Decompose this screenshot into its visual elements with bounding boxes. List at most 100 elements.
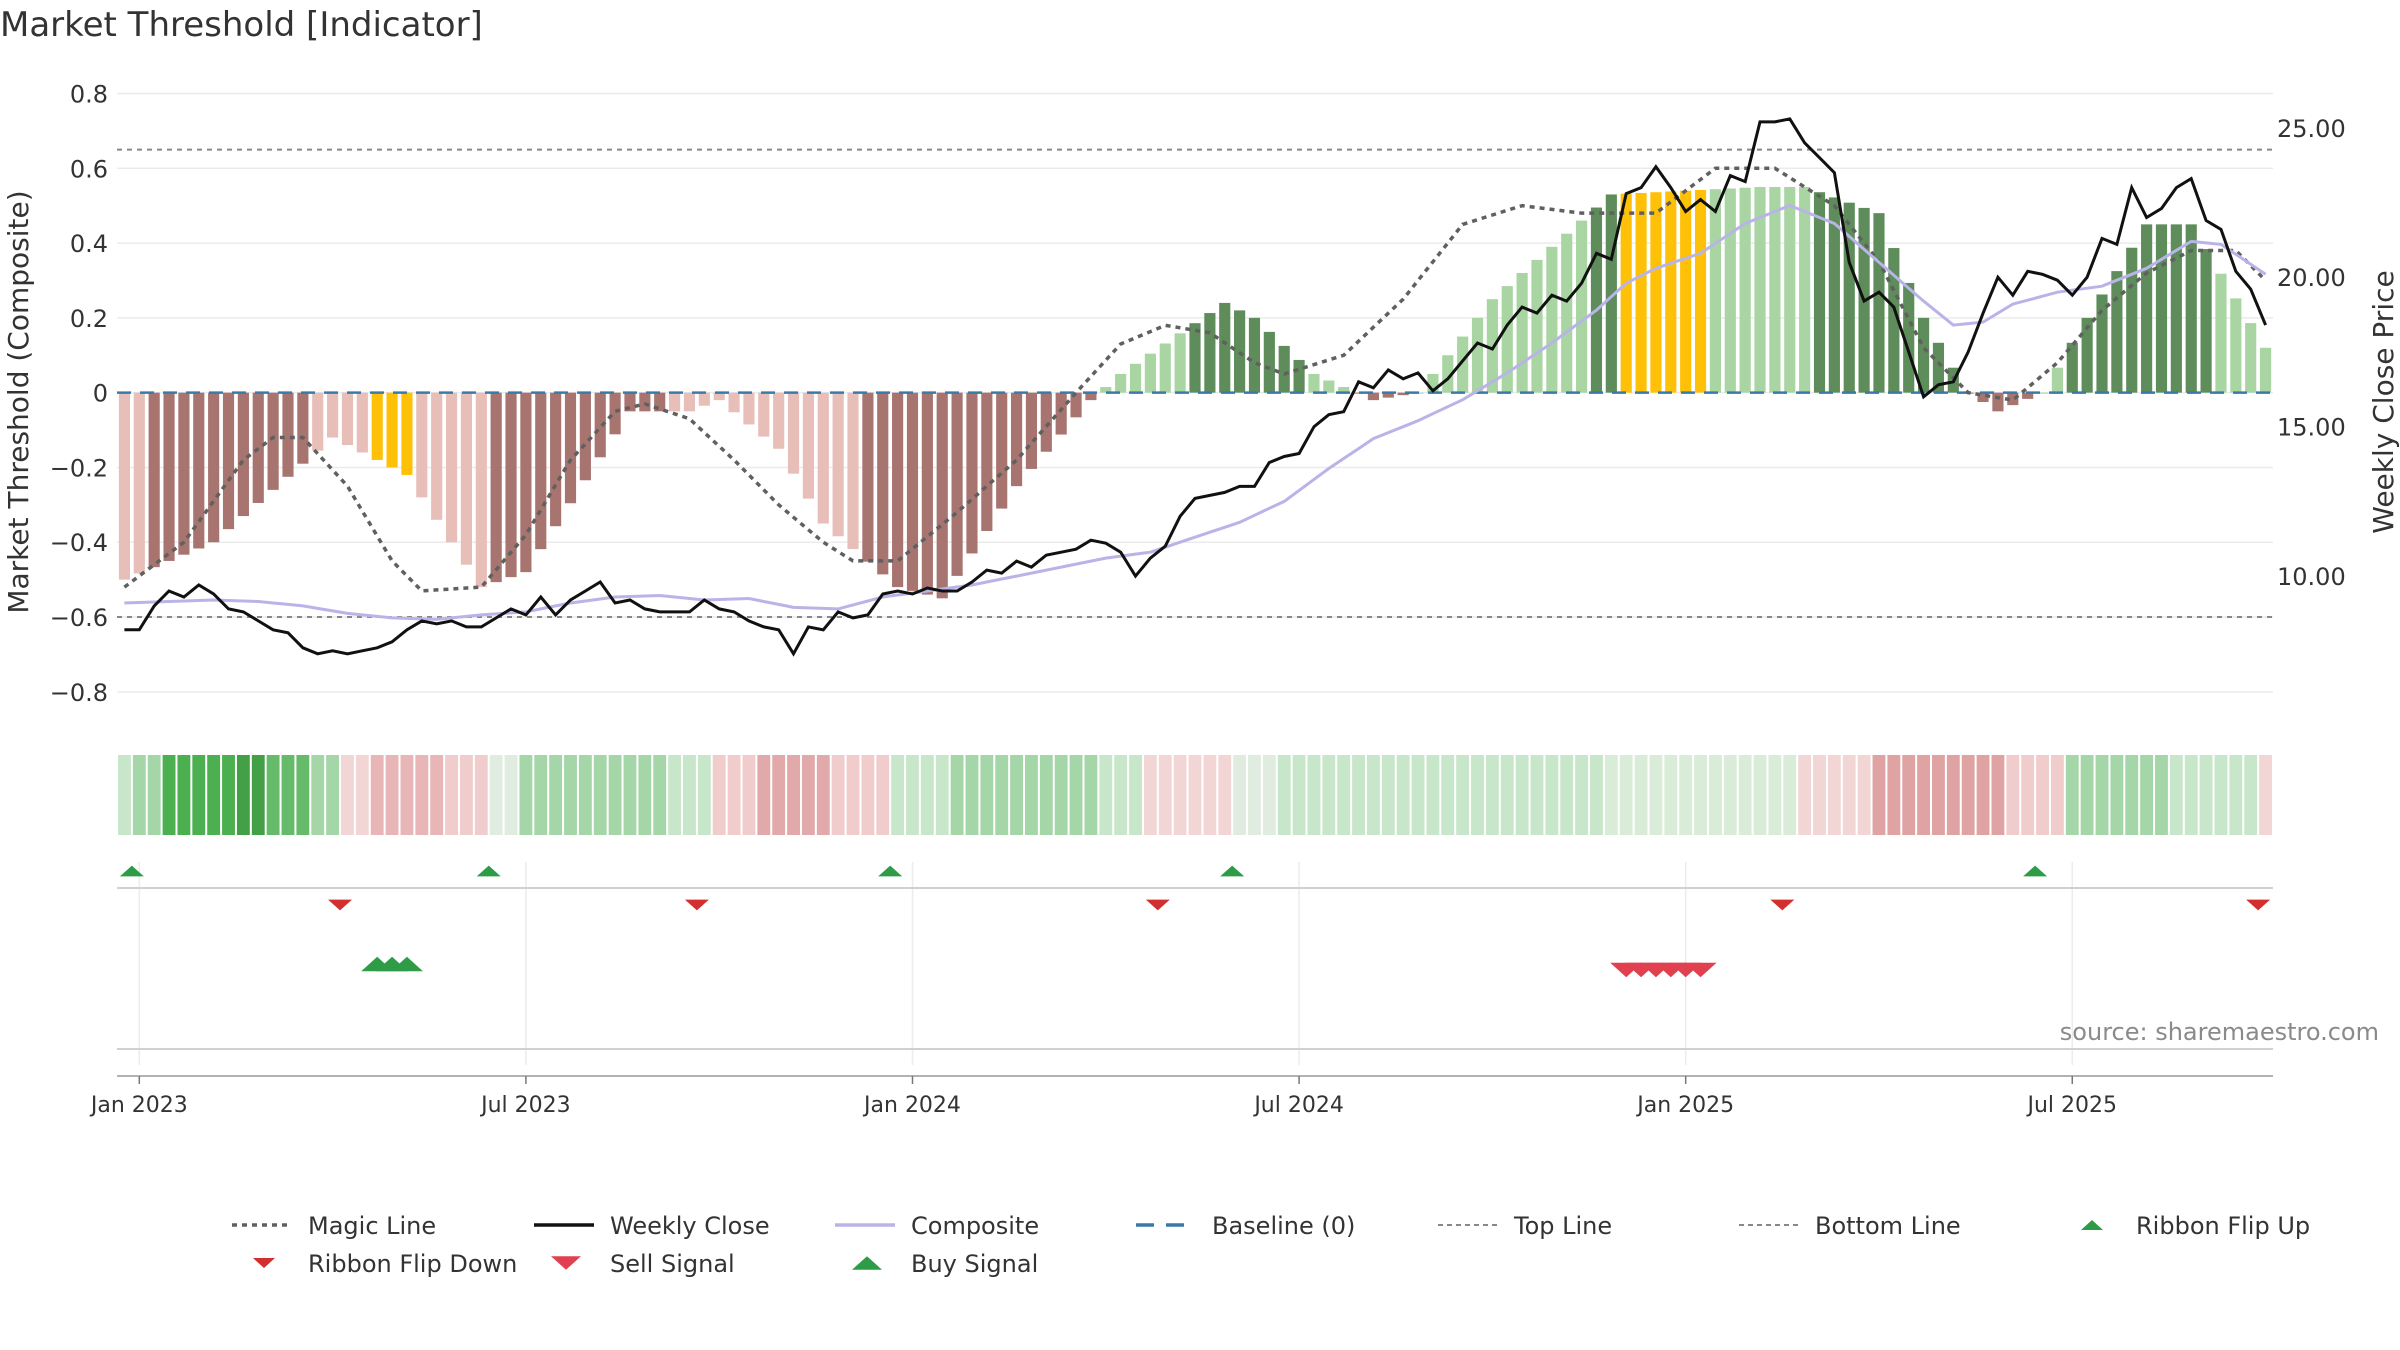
ribbon-cell	[341, 755, 354, 835]
legend-symbol	[2081, 1220, 2103, 1230]
ribbon-cell	[459, 755, 473, 835]
y-tick-left-label: −0.4	[50, 529, 108, 557]
composite-bar	[1025, 392, 1038, 469]
ribbon-cell	[355, 755, 369, 835]
composite-bar	[401, 392, 413, 475]
ribbon-cell	[1352, 755, 1365, 835]
ribbon-cell	[370, 755, 384, 835]
ribbon-cell	[697, 755, 711, 835]
composite-bar	[222, 392, 235, 530]
composite-bar	[1694, 189, 1707, 393]
y-tick-left-label: 0	[93, 380, 108, 408]
ribbon-cell	[1218, 755, 1232, 835]
composite-bar	[1828, 197, 1840, 393]
composite-bar	[1813, 192, 1826, 393]
ribbon-cell	[861, 755, 875, 835]
ribbon-cell	[1173, 755, 1187, 835]
x-tick-label: Jul 2025	[2026, 1093, 2118, 1118]
composite-bar	[743, 392, 755, 425]
composite-bar	[282, 392, 294, 477]
ribbon-cell	[2184, 755, 2198, 835]
ribbon-cell	[1634, 755, 1648, 835]
x-tick-label: Jan 2025	[1635, 1093, 1734, 1118]
composite-bar	[2007, 392, 2019, 406]
ribbon-cell	[1025, 755, 1038, 835]
ribbon-cell	[147, 755, 161, 835]
ribbon-cell	[1322, 755, 1336, 835]
axes: 0.8 0.6 0.4 0.2 0 −0.2 −0.4 −0.6 −0.8 25.00 20.00 1…	[50, 80, 2346, 1118]
composite-bar	[2081, 317, 2093, 393]
ribbon-cell	[1560, 755, 1574, 835]
ribbon-cell	[578, 755, 592, 835]
legend-label: Buy Signal	[911, 1250, 1038, 1278]
composite-bar	[416, 392, 428, 498]
ribbon-cell	[2169, 755, 2183, 835]
composite-bar	[2141, 224, 2153, 393]
composite-bar	[579, 392, 591, 481]
ribbon-cell	[192, 755, 206, 835]
composite-bar	[1531, 259, 1543, 393]
composite-bar	[2230, 298, 2242, 393]
ribbon-cell	[1411, 755, 1425, 835]
ribbon-cell	[1515, 755, 1529, 835]
composite-bar	[445, 392, 458, 543]
ribbon-cell	[1932, 755, 1945, 835]
composite-bar	[1234, 310, 1246, 393]
composite-bar	[1620, 193, 1632, 393]
legend-label: Ribbon Flip Up	[2136, 1212, 2310, 1240]
composite-bar	[862, 392, 874, 562]
y-tick-right-label: 15.00	[2277, 414, 2346, 442]
ribbon-cell	[296, 755, 310, 835]
legend-item: Top Line	[1438, 1212, 1612, 1240]
composite-bar	[773, 392, 785, 449]
composite-bar	[1516, 272, 1528, 393]
ribbon-cell	[1233, 755, 1247, 835]
ribbon-cell	[1114, 755, 1128, 835]
composite-bar	[267, 392, 279, 490]
ribbon-flip-down-marker	[2246, 899, 2271, 911]
composite-bar	[2096, 294, 2108, 393]
ribbon-cell	[1426, 755, 1440, 835]
ribbon-flip-up-marker	[2023, 865, 2048, 877]
composite-bar	[1219, 302, 1231, 393]
ribbon-cell	[162, 755, 176, 835]
legend-item: Magic Line	[232, 1212, 436, 1240]
ribbon-flip-up-marker	[476, 865, 501, 877]
ribbon-cell	[251, 755, 265, 835]
composite-bar	[356, 392, 368, 453]
weekly-close-line	[124, 117, 2267, 657]
ribbon-cell	[787, 755, 800, 835]
ribbon-cell	[1471, 755, 1484, 835]
ribbon-cell	[1248, 755, 1261, 835]
composite-bar	[1248, 317, 1261, 393]
composite-bar	[1070, 392, 1082, 418]
composite-bar	[669, 392, 681, 412]
ribbon-cell	[222, 755, 235, 835]
composite-bar	[2066, 342, 2078, 393]
ribbon-cell	[2080, 755, 2094, 835]
composite-bar	[1352, 392, 1365, 394]
legend-label: Magic Line	[308, 1212, 436, 1240]
ribbon-cell	[445, 755, 458, 835]
ribbon-cell	[846, 755, 860, 835]
composite-bar	[520, 392, 532, 573]
ribbon-cell	[727, 755, 741, 835]
ribbon-cell	[1441, 755, 1455, 835]
composite-bar	[1546, 246, 1558, 393]
y-tick-left-label: −0.2	[50, 454, 108, 482]
composite-bar	[1739, 187, 1751, 393]
composite-bar	[1367, 392, 1380, 401]
composite-bar	[1308, 373, 1320, 393]
ribbon-cell	[1485, 755, 1499, 835]
y-tick-right-label: 10.00	[2277, 563, 2346, 591]
composite-bar	[817, 392, 829, 524]
ribbon-cell	[742, 755, 756, 835]
ribbon-strip	[118, 755, 2272, 835]
ribbon-cell	[2095, 755, 2109, 835]
composite-bar	[535, 392, 547, 550]
ribbon-flip-up-marker	[1220, 865, 1245, 877]
buy-signal-marker	[390, 956, 423, 972]
composite-bar	[624, 392, 636, 412]
ribbon-cell	[1842, 755, 1856, 835]
ribbon-cell	[1872, 755, 1886, 835]
